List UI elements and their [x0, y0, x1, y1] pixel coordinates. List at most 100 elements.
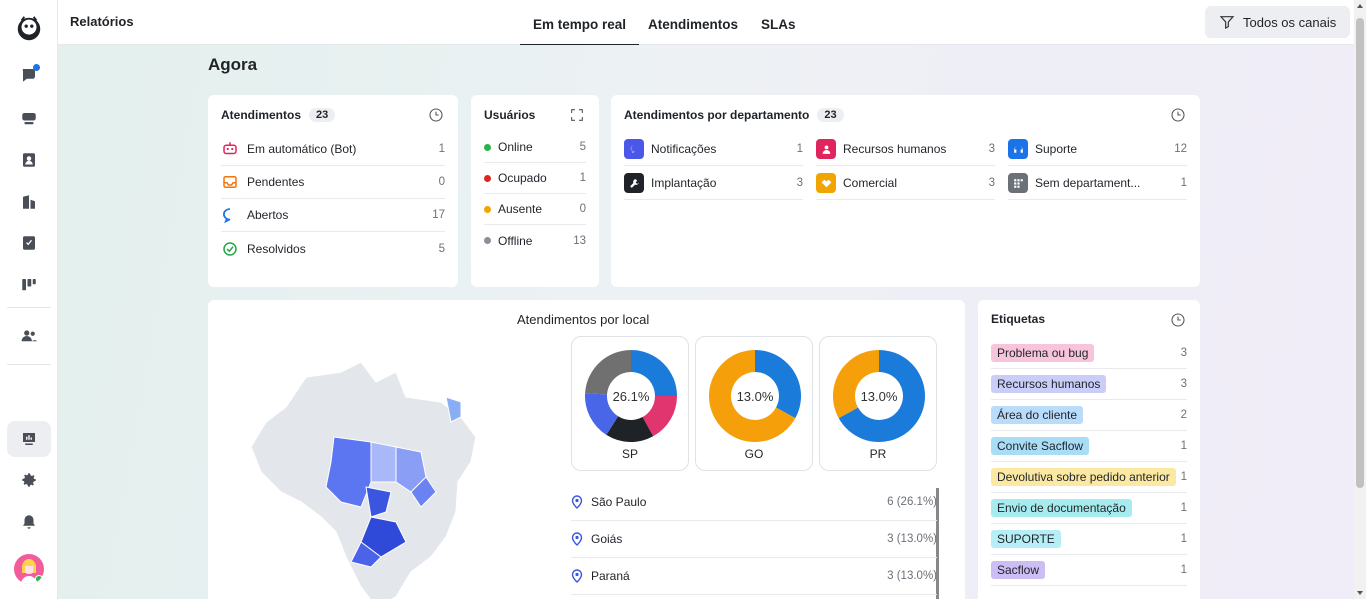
- tag-row[interactable]: Envio de documentação 1: [991, 493, 1187, 524]
- status-row[interactable]: Ausente 0: [484, 194, 586, 225]
- donut-slice[interactable]: [838, 350, 925, 442]
- tag-chip: Área do cliente: [991, 406, 1084, 424]
- item-label: Recursos humanos: [843, 142, 947, 156]
- reports-icon[interactable]: [7, 421, 51, 457]
- tag-row[interactable]: Convite Sacflow 1: [991, 431, 1187, 462]
- status-row[interactable]: Online 5: [484, 132, 586, 163]
- item-count: 1: [1180, 177, 1187, 189]
- count-badge: 23: [309, 108, 336, 122]
- tag-chip: SUPORTE: [991, 530, 1061, 548]
- tag-count: 1: [1180, 502, 1187, 514]
- department-item[interactable]: Notificações 1: [624, 133, 803, 166]
- app-logo[interactable]: [13, 12, 45, 44]
- tag-count: 1: [1180, 471, 1187, 483]
- tab-em-tempo-real[interactable]: Em tempo real: [519, 17, 640, 46]
- clock-icon[interactable]: [1170, 107, 1186, 123]
- department-item[interactable]: Suporte 12: [1008, 133, 1187, 166]
- chat-bubble-icon: [221, 206, 239, 224]
- donut-slice[interactable]: [631, 350, 677, 396]
- tag-row[interactable]: Problema ou bug 3: [991, 338, 1187, 369]
- etiquetas-card: Etiquetas Problema ou bug 3 Recursos human…: [978, 300, 1200, 599]
- list-item[interactable]: Em automático (Bot) 1: [221, 133, 445, 166]
- list-item[interactable]: Resolvidos 5: [221, 232, 445, 265]
- donut-slice[interactable]: [709, 350, 796, 442]
- card-title: Atendimentos por local: [517, 312, 650, 327]
- list-scrollbar[interactable]: [936, 488, 939, 599]
- donut-slice[interactable]: [833, 350, 879, 419]
- department-item[interactable]: Comercial 3: [816, 167, 995, 200]
- donut-slice[interactable]: [585, 393, 619, 435]
- messenger-icon: [624, 139, 644, 159]
- tasks-icon[interactable]: [14, 228, 44, 258]
- wrench-icon: [624, 173, 644, 193]
- tag-row[interactable]: Sacflow 1: [991, 555, 1187, 586]
- clock-icon[interactable]: [1170, 312, 1186, 328]
- status-row[interactable]: Offline 13: [484, 225, 586, 256]
- channel-filter-button[interactable]: Todos os canais: [1205, 6, 1350, 38]
- expand-icon[interactable]: [569, 107, 585, 123]
- check-circle-icon: [221, 240, 239, 258]
- donut-label: GO: [744, 447, 764, 461]
- location-row[interactable]: São Paulo 6 (26.1%): [571, 484, 937, 521]
- location-pin-icon: [571, 569, 583, 583]
- page-scrollbar[interactable]: [1354, 0, 1366, 599]
- location-label: São Paulo: [591, 495, 647, 509]
- list-item[interactable]: Abertos 17: [221, 199, 445, 232]
- item-count: 1: [579, 172, 586, 184]
- status-row[interactable]: Ocupado 1: [484, 163, 586, 194]
- status-dot: [484, 143, 491, 151]
- brazil-map: [250, 361, 477, 599]
- tag-row[interactable]: Devolutiva sobre pedido anterior 1: [991, 462, 1187, 493]
- tab-slas[interactable]: SLAs: [761, 17, 796, 32]
- donut-label: PR: [869, 447, 887, 461]
- location-row[interactable]: Goiás 3 (13.0%): [571, 521, 937, 558]
- department-item[interactable]: Implantação 3: [624, 167, 803, 200]
- tag-row[interactable]: Área do cliente 2: [991, 400, 1187, 431]
- chat-icon[interactable]: [14, 60, 44, 90]
- item-count: 0: [438, 176, 445, 188]
- tab-atendimentos[interactable]: Atendimentos: [648, 17, 739, 32]
- item-label: Abertos: [247, 208, 289, 222]
- contacts-icon[interactable]: [14, 145, 44, 175]
- team-icon[interactable]: [14, 321, 44, 351]
- card-title: Etiquetas: [991, 312, 1046, 326]
- section-title: Agora: [208, 55, 258, 74]
- page-title: Relatórios: [70, 14, 134, 29]
- location-pin-icon: [571, 495, 583, 509]
- tag-row[interactable]: Recursos humanos 3: [991, 369, 1187, 400]
- handshake-icon: [816, 173, 836, 193]
- notification-dot: [33, 64, 40, 71]
- item-label: Offline: [498, 233, 533, 248]
- tag-row[interactable]: SUPORTE 1: [991, 524, 1187, 555]
- settings-icon[interactable]: [14, 465, 44, 495]
- building-icon[interactable]: [14, 187, 44, 217]
- card-title: Atendimentos por departamento: [624, 108, 810, 122]
- kanban-icon[interactable]: [14, 270, 44, 300]
- location-row[interactable]: Paraná 3 (13.0%): [571, 558, 937, 595]
- donut-slice[interactable]: [642, 396, 677, 437]
- donut-go[interactable]: 13.0% GO: [695, 336, 813, 471]
- department-item[interactable]: Sem departament... 1: [1008, 167, 1187, 200]
- avatar[interactable]: [14, 554, 44, 584]
- bell-icon[interactable]: [14, 507, 44, 537]
- department-item[interactable]: Recursos humanos 3: [816, 133, 995, 166]
- donut-slice[interactable]: [755, 350, 801, 419]
- headset-icon: [1008, 139, 1028, 159]
- donut-sp[interactable]: 26.1% SP: [571, 336, 689, 471]
- location-count: 3 (13.0%): [887, 533, 937, 545]
- usuarios-card: Usuários Online 5 Ocupado 1 Ausente 0 Offline 1…: [471, 95, 599, 287]
- filter-icon: [1219, 16, 1235, 29]
- channel-filter-label: Todos os canais: [1243, 14, 1337, 30]
- status-dot: [484, 174, 491, 182]
- item-count: 3: [796, 177, 803, 189]
- donut-slice[interactable]: [606, 416, 654, 442]
- item-label: Pendentes: [247, 175, 305, 189]
- clock-icon[interactable]: [428, 107, 444, 123]
- donut-slice[interactable]: [585, 350, 631, 395]
- list-item[interactable]: Pendentes 0: [221, 166, 445, 199]
- tag-chip: Devolutiva sobre pedido anterior: [991, 468, 1176, 486]
- status-dot: [484, 237, 491, 244]
- item-label: Resolvidos: [247, 241, 306, 256]
- inbox-icon[interactable]: [14, 104, 44, 134]
- donut-pr[interactable]: 13.0% PR: [819, 336, 937, 471]
